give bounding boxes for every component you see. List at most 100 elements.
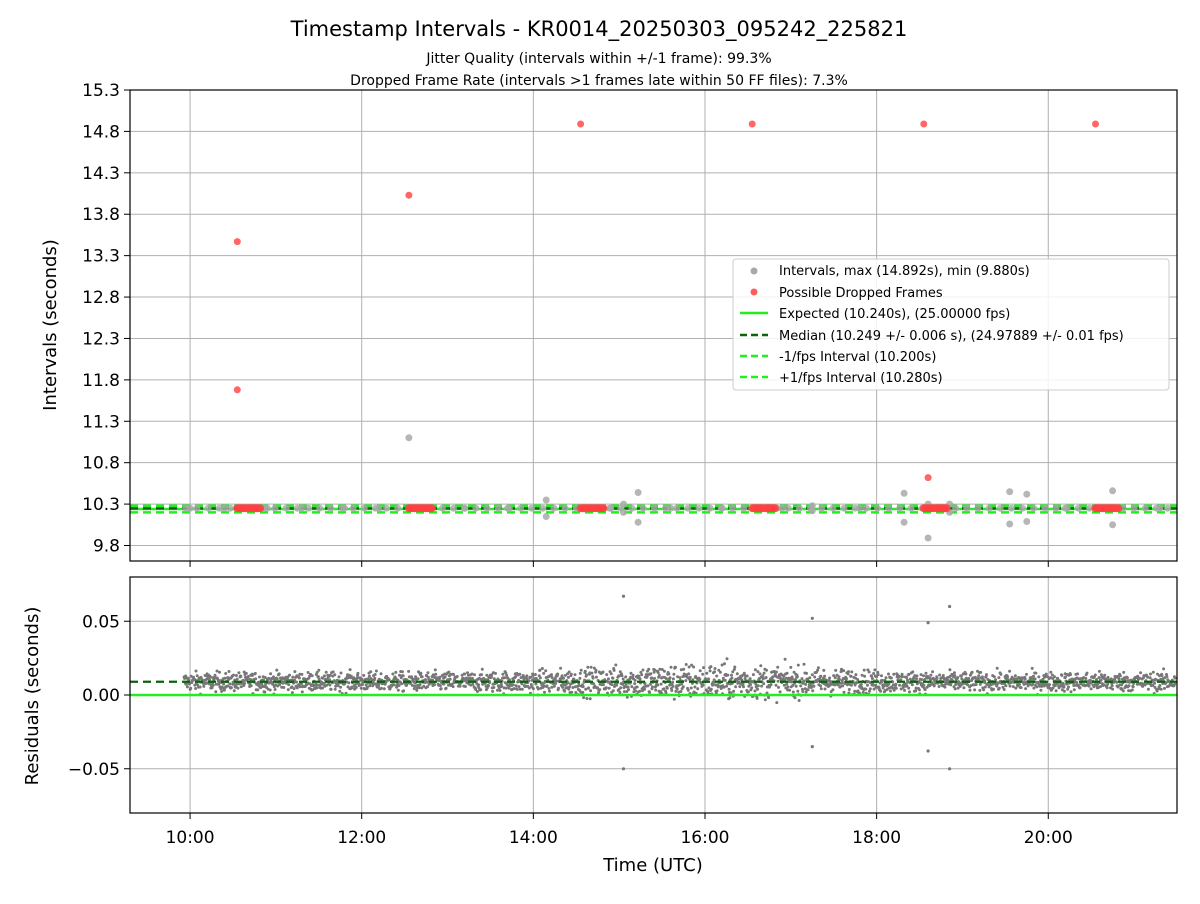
residual-point xyxy=(756,687,759,691)
bottom-plot-y-ticks: 0.05 0.00 −0.05 xyxy=(68,612,130,780)
interval-point xyxy=(341,504,348,512)
residual-point xyxy=(588,697,592,701)
residual-point xyxy=(845,677,848,681)
top-y-tick-label: 14.3 xyxy=(82,164,120,184)
residual-point xyxy=(1078,686,1082,690)
residual-point xyxy=(422,684,426,688)
residual-point xyxy=(367,674,371,678)
residual-point xyxy=(953,674,957,678)
residual-point xyxy=(698,677,702,681)
residual-point xyxy=(726,682,730,686)
residual-point xyxy=(868,687,872,691)
interval-point xyxy=(907,504,915,512)
interval-point xyxy=(405,434,413,442)
top-y-tick-label: 11.3 xyxy=(82,412,120,432)
dropped-frame-point xyxy=(233,238,241,246)
residual-point xyxy=(842,669,846,673)
interval-point xyxy=(550,504,558,512)
residual-point xyxy=(1136,674,1140,678)
residual-point xyxy=(354,686,358,689)
residual-point xyxy=(723,678,727,682)
residual-point xyxy=(1093,673,1097,677)
residual-point xyxy=(967,677,971,680)
residual-point xyxy=(715,674,719,678)
interval-point xyxy=(996,504,1004,512)
residual-point xyxy=(316,675,320,679)
residual-point xyxy=(1103,673,1107,677)
residual-point xyxy=(1041,677,1045,681)
top-y-tick-label: 10.3 xyxy=(82,495,120,515)
residual-point xyxy=(995,666,999,670)
residual-point xyxy=(689,686,693,690)
residual-point xyxy=(480,667,484,671)
legend-median-label: Median (10.249 +/- 0.006 s), (24.97889 +… xyxy=(779,329,1124,344)
residual-point xyxy=(899,687,903,691)
residual-point xyxy=(236,686,240,690)
residual-point xyxy=(379,672,383,676)
residual-point xyxy=(836,682,840,686)
residual-point xyxy=(643,687,647,691)
residual-point xyxy=(426,671,430,675)
residual-point xyxy=(647,667,651,671)
residual-point xyxy=(937,685,941,688)
residual-point xyxy=(691,678,695,682)
residual-point xyxy=(729,691,733,695)
residual-point xyxy=(196,683,200,687)
residual-point xyxy=(738,682,742,685)
residual-point xyxy=(850,670,854,674)
residual-point xyxy=(560,674,564,678)
residual-point xyxy=(1062,689,1066,693)
interval-point xyxy=(924,534,932,542)
residual-point xyxy=(1010,680,1014,684)
residual-point xyxy=(1060,673,1064,677)
residual-point xyxy=(870,674,874,678)
residual-point xyxy=(935,676,939,680)
residual-point xyxy=(609,672,613,676)
interval-point xyxy=(695,504,703,512)
residual-point xyxy=(211,683,215,687)
residual-point xyxy=(232,673,235,677)
residual-point xyxy=(368,684,372,688)
residual-point xyxy=(1158,684,1162,687)
residual-point xyxy=(310,674,314,678)
residual-point xyxy=(564,673,567,677)
residual-point xyxy=(804,682,808,686)
x-axis-label: Time (UTC) xyxy=(602,855,703,876)
top-y-tick-label: 10.8 xyxy=(82,454,120,474)
residual-point xyxy=(875,675,878,679)
dropped-frame-point xyxy=(942,504,951,513)
residual-point xyxy=(897,674,901,678)
residual-point xyxy=(898,683,902,687)
residual-point xyxy=(268,688,272,692)
residual-point xyxy=(725,684,729,688)
residual-point xyxy=(254,677,258,681)
residual-point xyxy=(905,676,909,679)
residual-point xyxy=(941,674,945,677)
residual-point xyxy=(650,676,654,680)
residual-point xyxy=(1085,671,1089,675)
interval-point xyxy=(375,504,383,512)
interval-point xyxy=(1164,504,1172,512)
residual-point xyxy=(463,672,467,676)
residual-outlier-point xyxy=(948,767,952,771)
residual-point xyxy=(1141,684,1145,688)
residual-point xyxy=(1097,669,1101,673)
residual-point xyxy=(641,689,644,693)
residual-point xyxy=(790,680,794,684)
residual-point xyxy=(1067,685,1070,689)
residual-point xyxy=(362,673,366,677)
residual-point xyxy=(297,676,301,680)
residual-point xyxy=(496,688,499,692)
residual-point xyxy=(750,686,754,690)
residual-point xyxy=(669,665,673,669)
residual-point xyxy=(611,676,615,680)
residual-point xyxy=(696,687,700,691)
residual-point xyxy=(1097,676,1101,680)
residual-point xyxy=(785,682,789,686)
residual-point xyxy=(884,676,888,680)
residual-point xyxy=(929,673,933,677)
residual-point xyxy=(656,671,660,675)
residual-point xyxy=(273,688,277,691)
residual-point xyxy=(670,689,674,692)
